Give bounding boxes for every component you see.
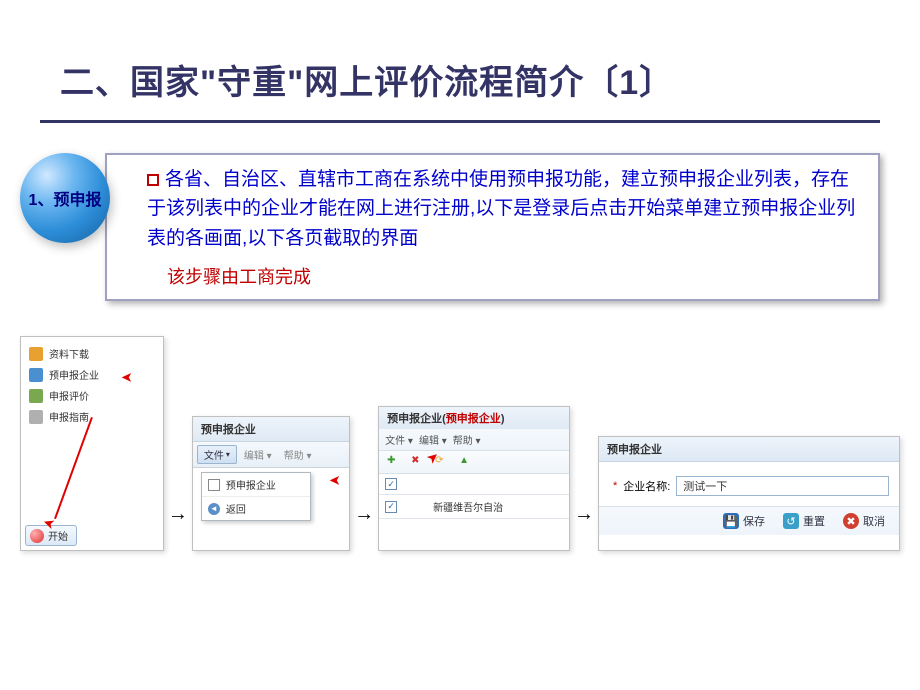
preapply-icon — [29, 368, 43, 382]
reset-icon: ↺ — [783, 513, 799, 529]
form-row: * 企业名称: — [599, 462, 899, 506]
checkbox[interactable]: ✓ — [385, 501, 397, 513]
save-icon: 💾 — [723, 513, 739, 529]
evaluate-icon — [29, 389, 43, 403]
sidebar-menu: 资料下载 预申报企业 申报评价 申报指南 — [21, 337, 163, 427]
title-underline — [40, 120, 880, 123]
panel-title: 预申报企业 — [193, 417, 349, 442]
screenshots-row: 资料下载 预申报企业 申报评价 申报指南 ➤ ➤ — [20, 336, 900, 551]
chevron-down-icon: ▾ — [226, 450, 230, 459]
edit-button[interactable]: 编辑 ▾ — [239, 446, 277, 463]
doc-icon — [208, 479, 220, 491]
dropdown-item-preapply[interactable]: 预申报企业 — [202, 473, 310, 497]
dropdown-label: 预申报企业 — [226, 477, 276, 492]
company-name-input[interactable] — [676, 476, 889, 496]
slide-title: 二、国家"守重"网上评价流程简介〔1〕 — [60, 55, 880, 104]
step-sphere: 1、预申报 — [20, 153, 110, 243]
red-arrow-head2-icon: ➤ — [121, 369, 133, 386]
toolbar: 文件▾ 编辑 ▾ 帮助 ▾ — [193, 442, 349, 468]
start-orb-icon — [30, 529, 44, 543]
checkbox[interactable]: ✓ — [385, 478, 397, 490]
cancel-icon: ✖ — [843, 513, 859, 529]
red-arrow-line — [54, 417, 93, 519]
dropdown-label: 返回 — [226, 501, 246, 516]
menu-item-preapply[interactable]: 预申报企业 — [21, 364, 163, 385]
list-row[interactable]: ✓ 新疆维吾尔自治 — [379, 495, 569, 519]
row-text: 新疆维吾尔自治 — [433, 499, 503, 514]
panel-title: 预申报企业 — [599, 437, 899, 462]
help-button[interactable]: 帮助 ▾ — [279, 446, 317, 463]
cancel-button[interactable]: ✖ 取消 — [839, 511, 889, 531]
screenshot-sidebar: 资料下载 预申报企业 申报评价 申报指南 ➤ ➤ — [20, 336, 164, 551]
menu-label: 申报指南 — [49, 409, 89, 424]
button-row: 💾 保存 ↺ 重置 ✖ 取消 — [599, 506, 899, 535]
screenshot-list: 预申报企业(预申报企业) 文件 ▾ 编辑 ▾ 帮助 ▾ ✚ ✖ ⟳ ▲ ✓ ✓ … — [378, 406, 570, 551]
arrow-connector-icon: → — [164, 503, 192, 526]
dropdown-menu: 预申报企业 ◄ 返回 — [201, 472, 311, 521]
menu-label: 预申报企业 — [49, 367, 99, 382]
download-icon — [29, 347, 43, 361]
list-header-row: ✓ — [379, 474, 569, 495]
icon-toolbar: ✚ ✖ ⟳ ▲ — [379, 451, 569, 474]
add-icon[interactable]: ✚ — [387, 455, 401, 469]
toolbar: 文件 ▾ 编辑 ▾ 帮助 ▾ — [379, 429, 569, 451]
dropdown-item-back[interactable]: ◄ 返回 — [202, 497, 310, 520]
arrow-connector-icon: → — [570, 503, 598, 526]
content-row: 1、预申报 各省、自治区、直辖市工商在系统中使用预申报功能，建立预申报企业列表，… — [20, 153, 880, 301]
field-label: 企业名称: — [623, 478, 670, 494]
guide-icon — [29, 410, 43, 424]
menu-label: 资料下载 — [49, 346, 89, 361]
reset-button[interactable]: ↺ 重置 — [779, 511, 829, 531]
arrow-connector-icon: → — [350, 503, 378, 526]
required-mark: * — [613, 480, 617, 492]
save-button[interactable]: 💾 保存 — [719, 511, 769, 531]
description-box: 各省、自治区、直辖市工商在系统中使用预申报功能，建立预申报企业列表，存在于该列表… — [105, 153, 880, 301]
title-area: 二、国家"守重"网上评价流程简介〔1〕 — [0, 0, 920, 112]
sphere-label: 1、预申报 — [29, 186, 102, 210]
help-button[interactable]: 帮助 ▾ — [453, 432, 481, 447]
file-button[interactable]: 文件 ▾ — [385, 432, 413, 447]
screenshot-form: 预申报企业 * 企业名称: 💾 保存 ↺ 重置 ✖ 取消 — [598, 436, 900, 551]
menu-item-evaluate[interactable]: 申报评价 — [21, 385, 163, 406]
menu-item-download[interactable]: 资料下载 — [21, 343, 163, 364]
menu-label: 申报评价 — [49, 388, 89, 403]
slide: 二、国家"守重"网上评价流程简介〔1〕 1、预申报 各省、自治区、直辖市工商在系… — [0, 0, 920, 690]
description-note: 该步骤由工商完成 — [167, 263, 858, 289]
file-button[interactable]: 文件▾ — [197, 445, 237, 464]
bullet-square-icon — [147, 174, 159, 186]
description-body: 各省、自治区、直辖市工商在系统中使用预申报功能，建立预申报企业列表，存在于该列表… — [147, 169, 855, 249]
up-icon[interactable]: ▲ — [459, 455, 473, 469]
back-icon: ◄ — [208, 503, 220, 515]
red-arrow-icon: ➤ — [329, 472, 341, 489]
delete-icon[interactable]: ✖ — [411, 455, 425, 469]
description-text: 各省、自治区、直辖市工商在系统中使用预申报功能，建立预申报企业列表，存在于该列表… — [147, 165, 858, 253]
edit-button[interactable]: 编辑 ▾ — [419, 432, 447, 447]
screenshot-dropdown: 预申报企业 文件▾ 编辑 ▾ 帮助 ▾ 预申报企业 ◄ 返回 ➤ — [192, 416, 350, 551]
panel-title: 预申报企业(预申报企业) — [379, 407, 569, 429]
